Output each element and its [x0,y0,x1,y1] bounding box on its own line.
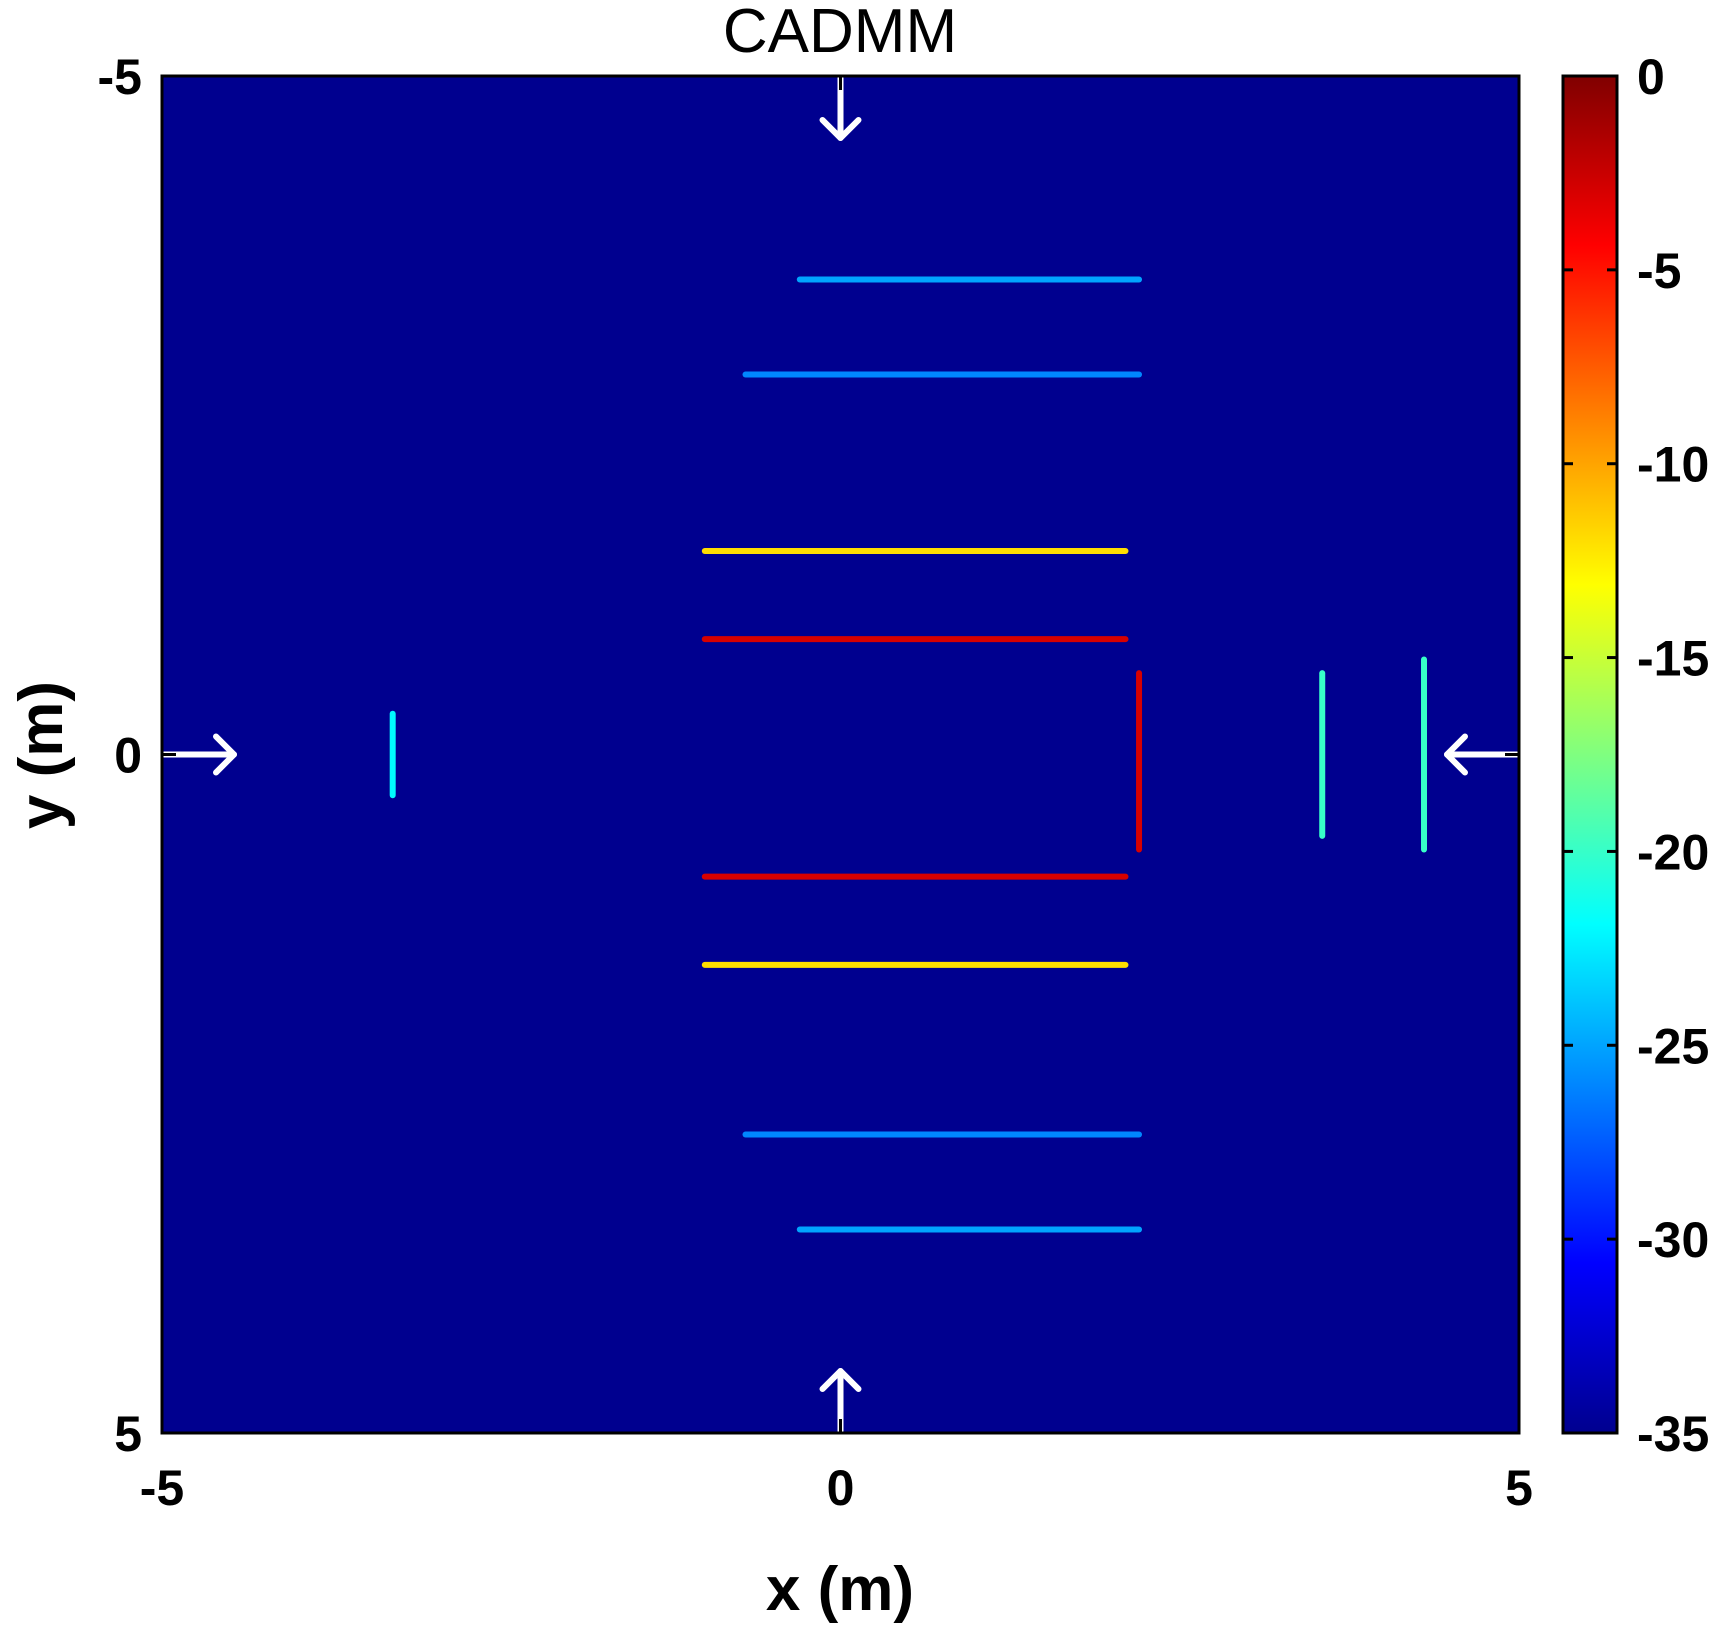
colorbar-ticks: 0 -5 -10 -15 -20 -25 -30 -35 [1563,49,1709,1462]
y-tick-labels: -5 0 5 [98,49,142,1462]
colorbar-tick-label: -15 [1637,631,1709,687]
y-tick-label: 5 [114,1406,142,1462]
colorbar [1561,74,1619,1435]
x-axis-label: x (m) [766,1555,914,1624]
y-tick-label: 0 [114,728,142,784]
y-tick-label: -5 [98,49,142,105]
x-tick-label: 0 [827,1460,855,1516]
heatmap-features [385,272,1432,1237]
colorbar-tick-label: -20 [1637,824,1709,880]
x-tick-labels: -5 0 5 [140,1460,1533,1516]
y-axis-label: y (m) [7,681,76,829]
colorbar-tick-label: -5 [1637,243,1681,299]
colorbar-tick-label: -35 [1637,1406,1709,1462]
tick-marks [160,74,1521,1435]
colorbar-tick-label: -25 [1637,1018,1709,1074]
colorbar-tick-label: -10 [1637,437,1709,493]
chart-title: CADMM [723,0,957,66]
x-tick-label: -5 [140,1460,184,1516]
colorbar-tick-label: -30 [1637,1212,1709,1268]
x-tick-label: 5 [1505,1460,1533,1516]
colorbar-tick-label: 0 [1637,49,1665,105]
